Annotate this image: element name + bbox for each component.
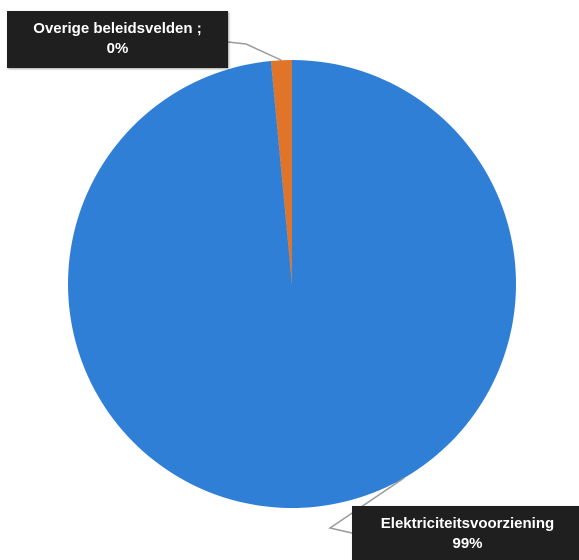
data-label-elek-value: 99% — [452, 535, 483, 552]
pie-slice-overige-beleidsvelden — [270, 60, 292, 284]
data-label-elektriciteitsvoorziening: Elektriciteitsvoorziening 99% — [352, 506, 579, 560]
data-label-overige-beleidsvelden: Overige beleidsvelden ; 0% — [7, 11, 228, 68]
pie-slice-elektriciteitsvoorziening — [68, 60, 517, 509]
data-label-overige-value: 0% — [106, 40, 129, 57]
leader-line-elektriciteitsvoorziening — [328, 477, 405, 534]
data-label-elek-name: Elektriciteitsvoorziening — [380, 515, 555, 532]
data-label-overige-name: Overige beleidsvelden ; — [33, 20, 202, 37]
leader-line-overige-beleidsvelden — [227, 41, 282, 61]
